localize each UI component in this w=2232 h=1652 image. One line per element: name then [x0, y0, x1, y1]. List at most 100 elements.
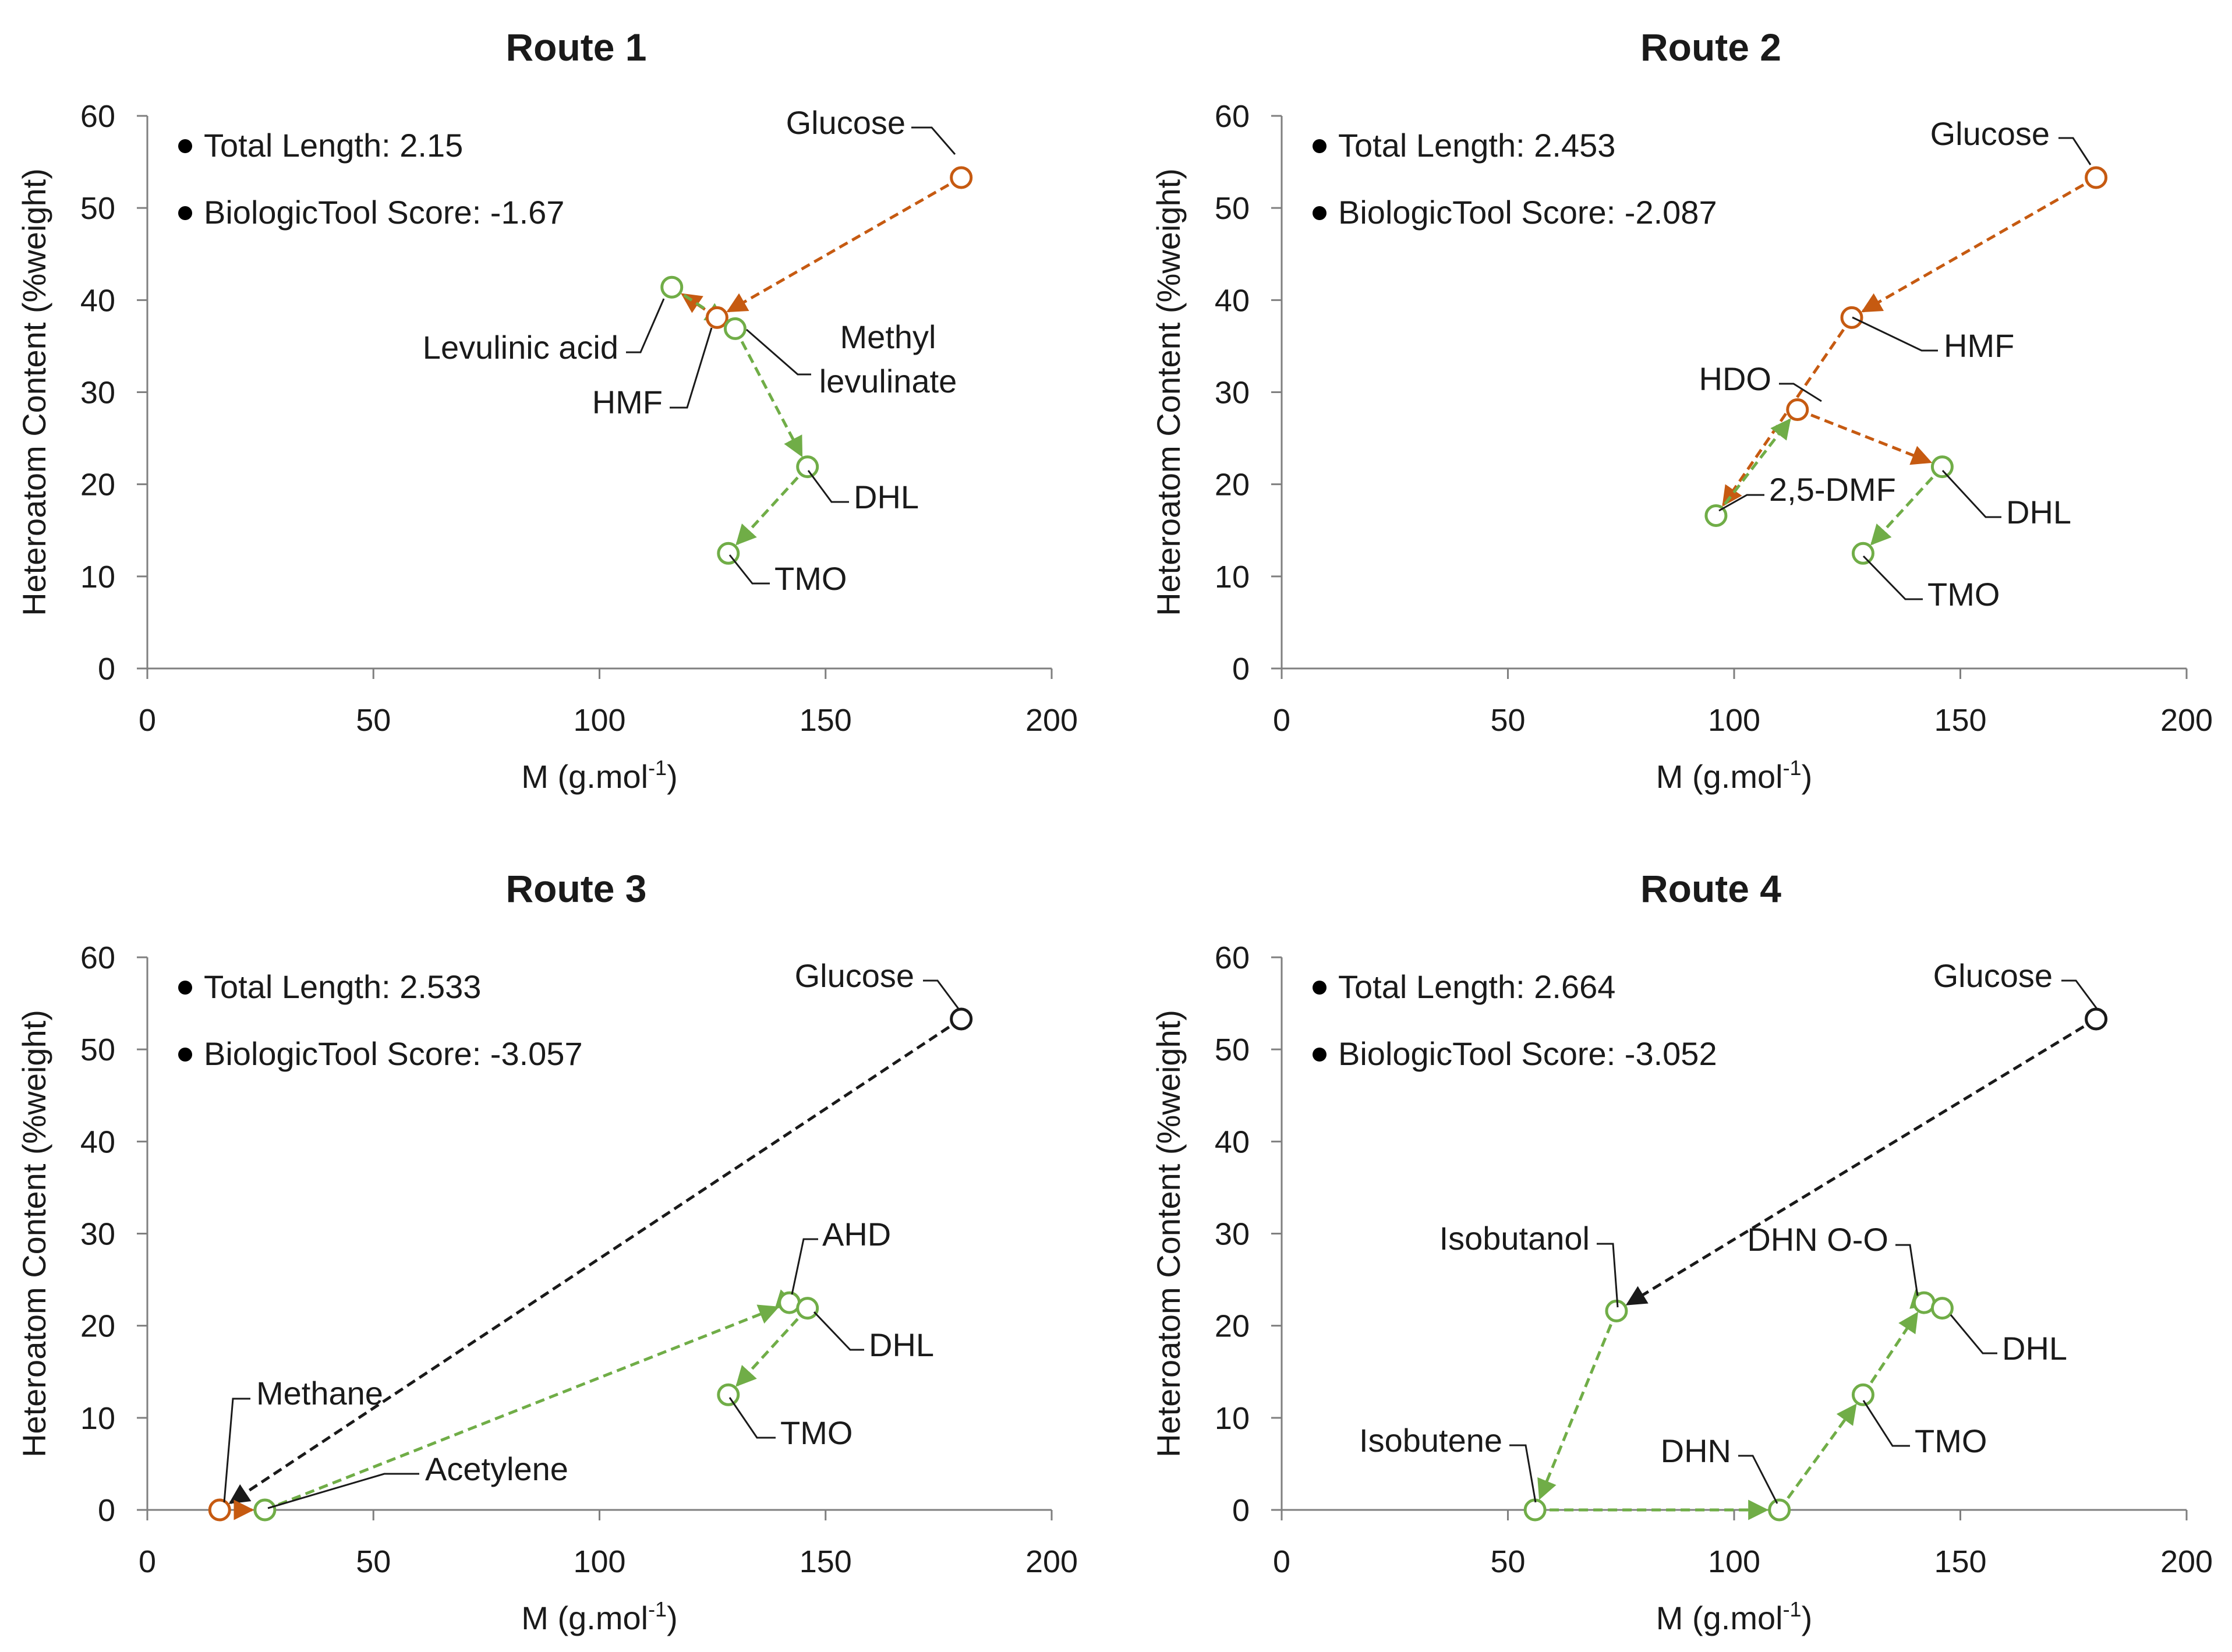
y-axis-label: Heteroatom Content (%weight)	[16, 1010, 52, 1458]
series-segment-chemical-2	[1796, 408, 1933, 465]
data-point-glucose	[2085, 166, 2108, 189]
note-bullet	[178, 206, 192, 220]
leader-line	[746, 328, 811, 376]
note-text: BiologicTool Score: -2.087	[1338, 194, 1717, 231]
x-axis-label-main: M (g.mol	[1656, 1600, 1783, 1636]
note-text: Total Length: 2.15	[204, 127, 463, 164]
x-tick-label: 100	[1708, 703, 1760, 738]
leader-line	[1597, 1243, 1619, 1308]
x-tick-label: 50	[1490, 703, 1525, 738]
leader-line	[1718, 494, 1764, 512]
x-axis-label-main: M (g.mol	[1656, 758, 1783, 795]
data-point-dhl	[796, 455, 819, 479]
x-axis-label-sup: -1	[1783, 1597, 1802, 1621]
x-axis-label-end: )	[1802, 758, 1813, 795]
leader-line	[2058, 137, 2092, 165]
point-label-tmo: TMO	[780, 1414, 853, 1451]
series-segment-biological	[734, 328, 803, 458]
series-segment-biological	[1778, 1403, 1857, 1511]
data-point-isobutene	[1523, 1498, 1547, 1522]
y-tick-label: 30	[1215, 1217, 1250, 1252]
note-bullet	[1313, 206, 1327, 220]
point-label-glucose: Glucose	[1930, 115, 2050, 152]
data-point-tmo	[717, 542, 740, 565]
point-label-isobutanol: Isobutanol	[1439, 1220, 1590, 1257]
y-tick-label: 30	[80, 1217, 115, 1252]
data-point-2-5-dmf	[1704, 504, 1728, 527]
y-tick-label: 30	[1215, 376, 1250, 411]
leader-line	[1950, 1314, 1997, 1354]
data-point-dhl	[796, 1297, 819, 1320]
x-axis-label: M (g.mol-1)	[1656, 1597, 1812, 1636]
data-point-methyl-levulinate	[723, 317, 747, 340]
note-bullet	[1313, 1048, 1327, 1062]
y-tick-label: 30	[80, 376, 115, 411]
x-tick-label: 0	[1273, 1544, 1290, 1579]
x-axis-label: M (g.mol-1)	[521, 1597, 677, 1636]
point-label-tmo: TMO	[774, 560, 847, 597]
x-tick-label: 150	[1934, 703, 1986, 738]
y-tick-label: 50	[1215, 1032, 1250, 1067]
chart-title: Route 4	[1640, 867, 1781, 910]
leader-line	[1509, 1444, 1537, 1503]
y-tick-label: 10	[1215, 1401, 1250, 1436]
y-tick-label: 20	[80, 1309, 115, 1344]
x-tick-label: 150	[800, 1544, 852, 1579]
series-segment-chemical	[1861, 176, 2097, 313]
x-axis-label-main: M (g.mol	[521, 1600, 648, 1636]
data-point-tmo	[1851, 542, 1874, 565]
point-label-dhl: DHL	[2002, 1330, 2067, 1367]
x-tick-label: 50	[356, 703, 391, 738]
point-label-methane: Methane	[256, 1375, 383, 1412]
series-segment-chemical	[1722, 316, 1853, 507]
series-segment-biological	[735, 465, 809, 546]
point-label-dhn: DHN	[1661, 1432, 1731, 1469]
data-point-methane	[208, 1498, 231, 1522]
chart-title: Route 2	[1640, 26, 1781, 69]
data-point-isobutanol	[1605, 1299, 1628, 1322]
x-axis-label-sup: -1	[1783, 756, 1802, 780]
note-text: Total Length: 2.664	[1338, 968, 1615, 1005]
y-tick-label: 50	[1215, 191, 1250, 226]
point-label-glucose: Glucose	[786, 104, 905, 141]
x-axis-label: M (g.mol-1)	[1656, 756, 1812, 795]
note-text: BiologicTool Score: -1.67	[204, 194, 564, 231]
data-point-glucose	[2085, 1007, 2108, 1031]
y-tick-label: 40	[1215, 283, 1250, 318]
leader-line	[1738, 1455, 1778, 1504]
data-point-tmo	[1851, 1383, 1874, 1406]
y-tick-label: 40	[80, 1124, 115, 1159]
point-label-glucose: Glucose	[1933, 957, 2053, 994]
point-label-tmo: TMO	[1927, 576, 2000, 613]
y-tick-label: 20	[80, 468, 115, 503]
point-label-methyl-levulinate: Methyl levulinate	[819, 319, 957, 399]
y-tick-label: 0	[98, 652, 115, 687]
y-tick-label: 20	[1215, 468, 1250, 503]
x-tick-label: 200	[2160, 703, 2213, 738]
leader-line	[267, 1473, 419, 1509]
note-text: BiologicTool Score: -3.057	[204, 1035, 583, 1072]
point-label-acetylene: Acetylene	[425, 1451, 568, 1487]
point-label-levulinic-acid: Levulinic acid	[423, 329, 618, 366]
y-tick-label: 10	[1215, 560, 1250, 595]
x-axis-label-sup: -1	[648, 756, 667, 780]
x-axis-label-end: )	[667, 1600, 678, 1636]
data-point-glucose	[950, 1007, 973, 1031]
y-tick-label: 60	[80, 99, 115, 134]
leader-line	[1862, 1400, 1910, 1447]
x-tick-label: 100	[573, 703, 625, 738]
series-segment-chemical	[726, 176, 962, 313]
data-point-hmf	[1840, 306, 1863, 329]
x-axis-label-sup: -1	[648, 1597, 667, 1621]
note-bullet	[178, 139, 192, 153]
series-segment-biological-2	[1870, 465, 1944, 546]
y-tick-label: 50	[80, 191, 115, 226]
x-axis-label: M (g.mol-1)	[521, 756, 677, 795]
leader-line	[1895, 1244, 1919, 1296]
leader-line	[923, 979, 961, 1011]
y-tick-label: 40	[1215, 1124, 1250, 1159]
note-bullet	[178, 981, 192, 995]
x-tick-label: 100	[573, 1544, 625, 1579]
x-tick-label: 0	[1273, 703, 1290, 738]
point-label-tmo: TMO	[1915, 1423, 1987, 1459]
